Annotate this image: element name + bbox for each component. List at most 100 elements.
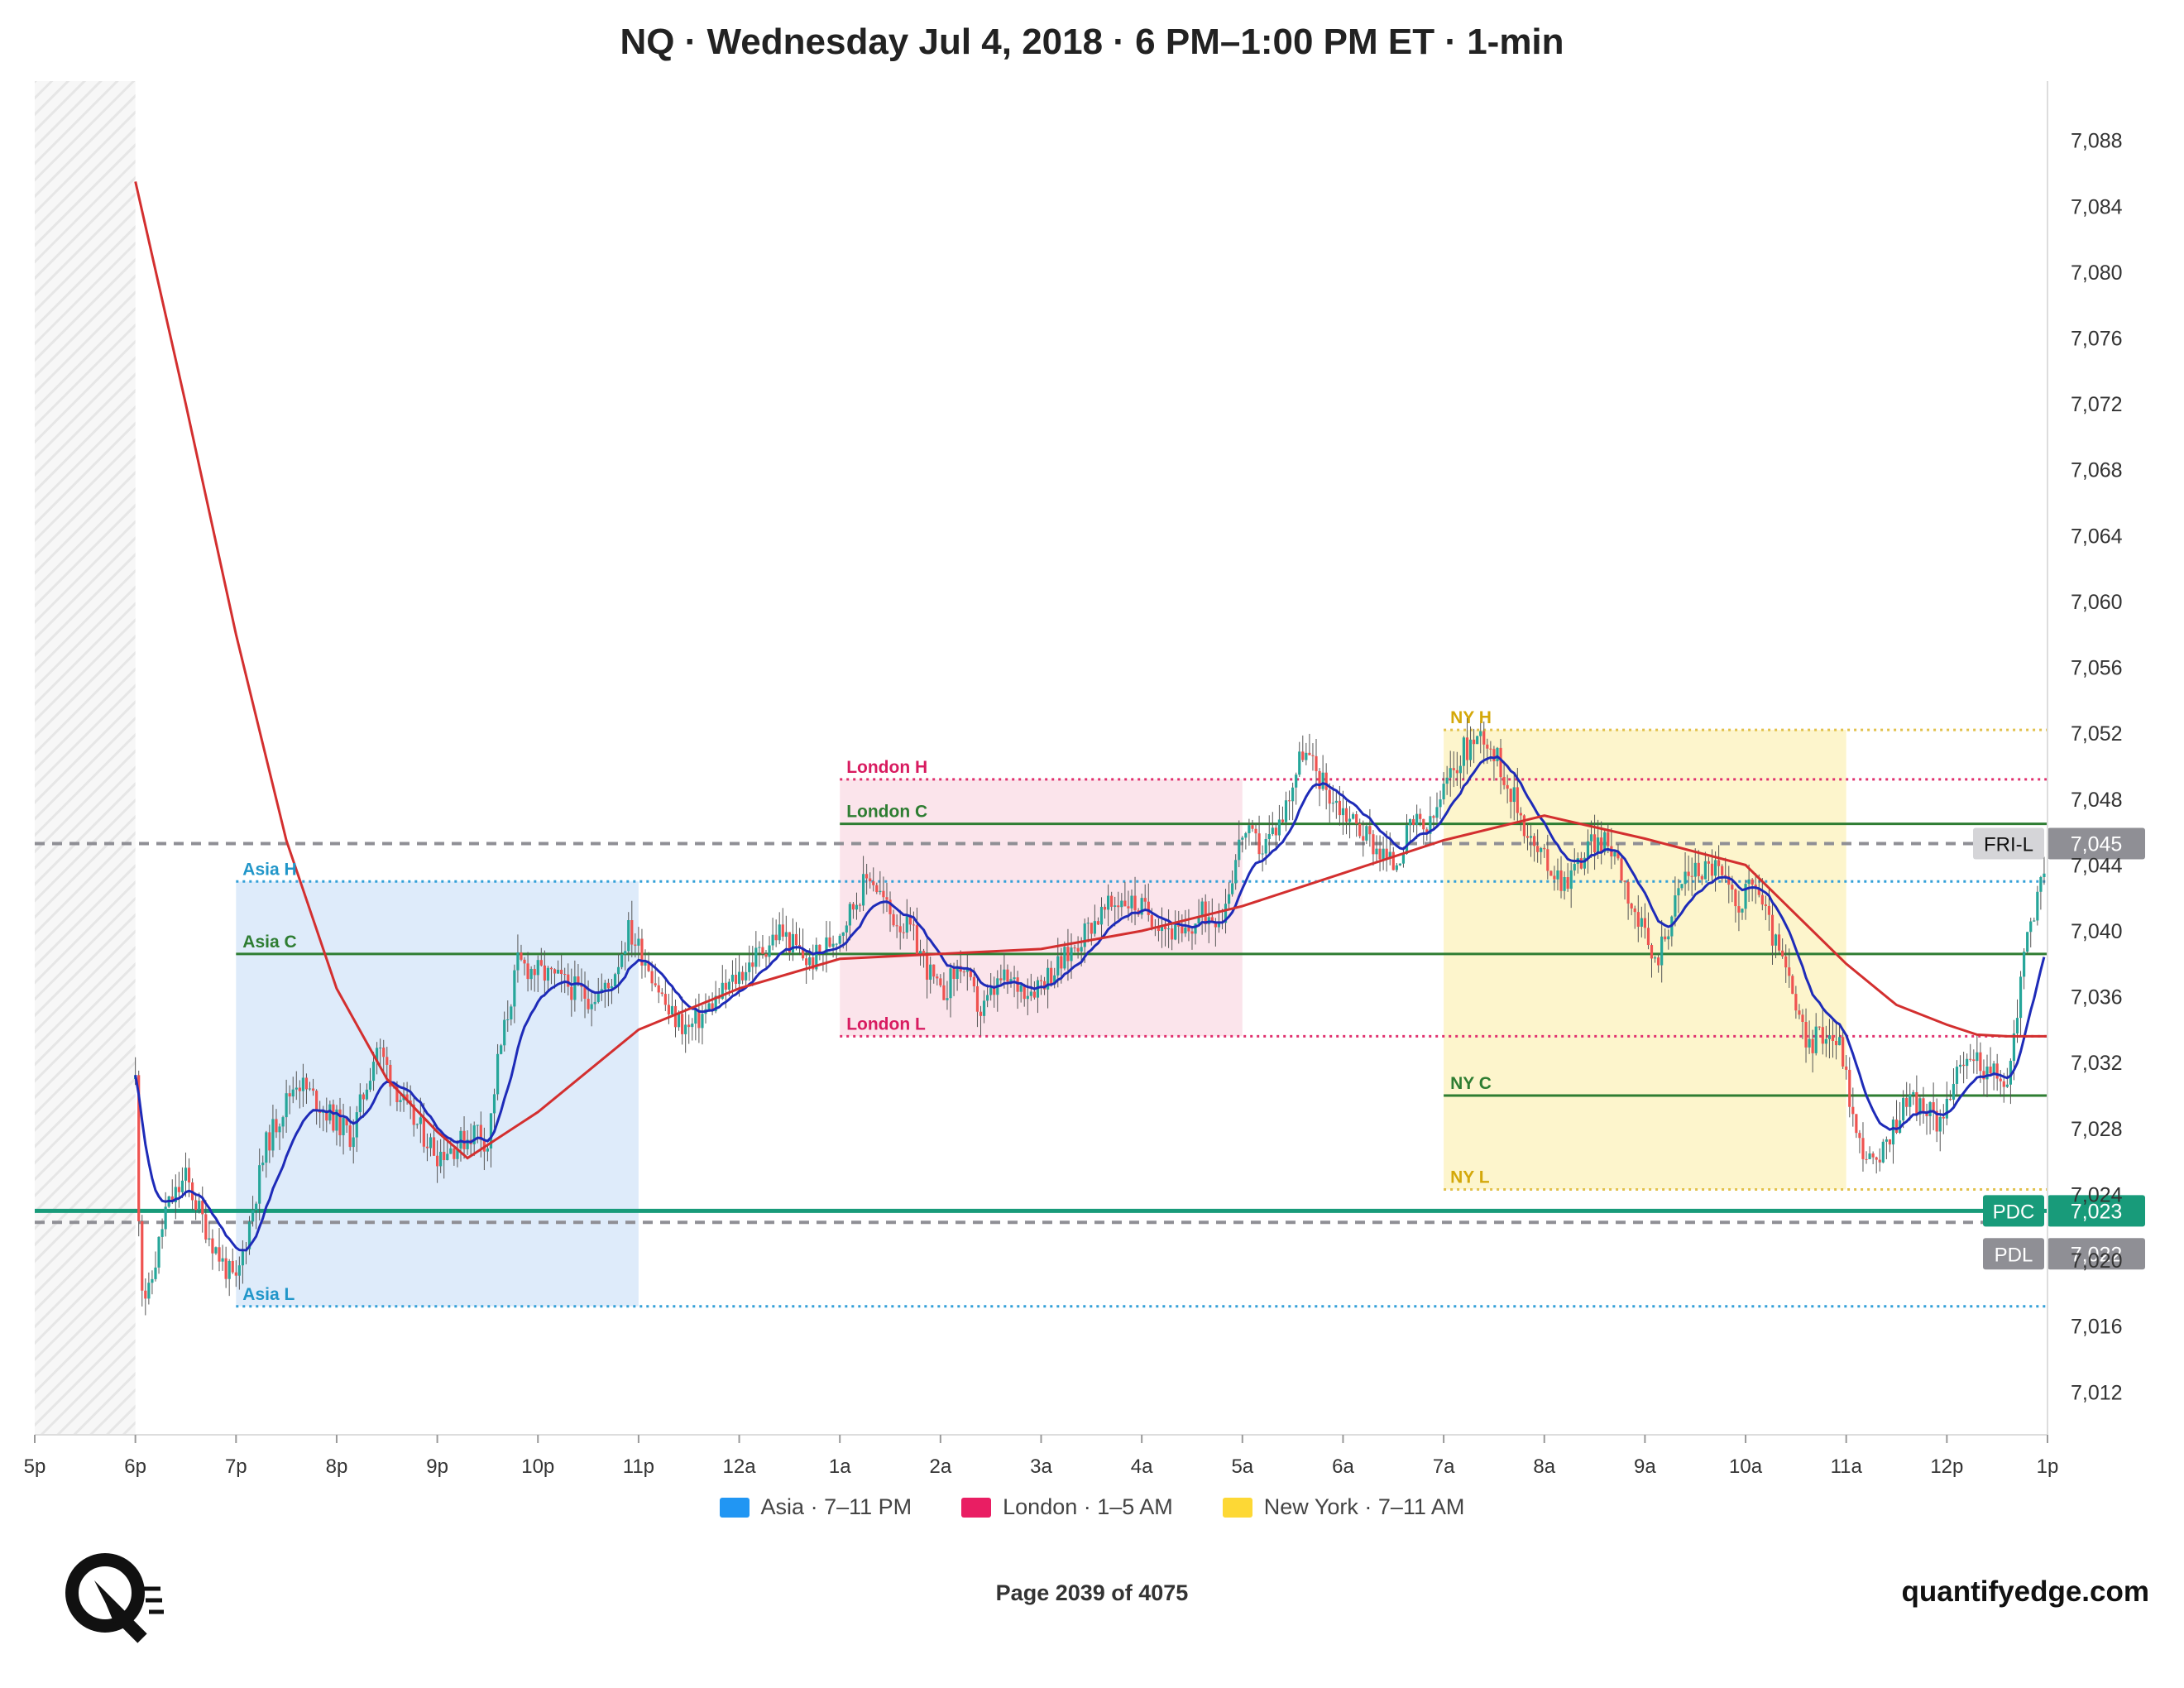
- candle-body: [1486, 744, 1489, 749]
- x-tick-label: 5p: [24, 1455, 46, 1478]
- price-tag-value-pdl: 7,022: [2071, 1243, 2123, 1266]
- candle-body: [2039, 876, 2043, 892]
- candle-body: [1197, 916, 1200, 924]
- candle-body: [1324, 772, 1328, 790]
- candle-body: [177, 1187, 180, 1192]
- candle-body: [1559, 870, 1563, 891]
- candle-body: [761, 947, 764, 954]
- candle-body: [684, 1024, 687, 1034]
- candle-body: [2019, 976, 2023, 1019]
- candle-body: [1546, 849, 1549, 871]
- candle-body: [697, 1009, 701, 1029]
- candle-body: [271, 1119, 275, 1151]
- candle-body: [141, 1220, 144, 1291]
- candle-body: [681, 1014, 684, 1034]
- y-tick-label: 7,088: [2071, 130, 2123, 153]
- candle-body: [730, 975, 735, 982]
- candle-body: [1935, 1110, 1938, 1132]
- y-tick-label: 7,076: [2071, 327, 2123, 350]
- candle-body: [228, 1260, 231, 1279]
- x-tick-label: 10p: [521, 1455, 554, 1478]
- candle-body: [1419, 813, 1422, 819]
- y-tick-label: 7,044: [2071, 854, 2123, 877]
- y-tick-label: 7,052: [2071, 722, 2123, 746]
- candle-body: [965, 968, 969, 972]
- candle-body: [419, 1117, 422, 1125]
- candle-body: [1592, 834, 1597, 853]
- candle-body: [1827, 1035, 1832, 1039]
- candle-body: [539, 960, 543, 966]
- candle-body: [1187, 928, 1190, 932]
- candle-body: [453, 1148, 456, 1159]
- candle-body: [1439, 799, 1442, 808]
- candle-body: [1597, 837, 1600, 853]
- candle-body: [835, 943, 838, 945]
- candle-body: [1999, 1078, 2002, 1081]
- candle-body: [724, 982, 727, 990]
- candle-body: [1224, 904, 1228, 923]
- candle-body: [587, 998, 590, 1009]
- candle-body: [198, 1201, 201, 1211]
- candle-body: [1056, 956, 1060, 976]
- candle-body: [251, 1210, 255, 1222]
- candle-body: [845, 925, 848, 933]
- candle-body: [1318, 770, 1321, 789]
- candle-body: [184, 1168, 188, 1181]
- candle-body: [1458, 765, 1462, 774]
- candle-body: [386, 1057, 389, 1065]
- candle-body: [513, 970, 516, 1007]
- candle-body: [170, 1196, 174, 1203]
- candle-body: [1090, 923, 1093, 934]
- candle-body: [275, 1119, 278, 1133]
- price-tag-label-bg-pdl: [1983, 1238, 2044, 1270]
- candle-body: [563, 974, 567, 976]
- candle-body: [1127, 906, 1130, 909]
- candle-body: [711, 1003, 714, 1012]
- candle-body: [882, 890, 885, 898]
- candle-body: [546, 967, 550, 981]
- candle-body: [616, 966, 620, 975]
- candle-body: [828, 937, 831, 947]
- candle-body: [2029, 921, 2033, 933]
- candle-body: [1845, 1066, 1848, 1070]
- candle-body: [231, 1260, 234, 1273]
- candle-body: [637, 938, 640, 946]
- x-tick-label: 1p: [2037, 1455, 2059, 1478]
- candle-body: [1476, 736, 1479, 745]
- candle-body: [721, 982, 724, 1000]
- candle-body: [1818, 1026, 1821, 1028]
- candle-body: [1918, 1098, 1922, 1115]
- y-tick-label: 7,060: [2071, 591, 2123, 614]
- candle-body: [1707, 861, 1711, 864]
- y-tick-label: 7,016: [2071, 1316, 2123, 1339]
- candle-body: [1966, 1058, 1969, 1067]
- candle-body: [1442, 784, 1445, 800]
- legend-item-newyork: New York · 7–11 AM: [1222, 1494, 1464, 1520]
- candle-body: [1287, 800, 1291, 802]
- session-close-label-asia: Asia C: [242, 933, 296, 952]
- candle-body: [737, 971, 741, 985]
- candle-body: [265, 1132, 268, 1163]
- candle-body: [1157, 927, 1161, 932]
- candle-body: [660, 992, 663, 995]
- candle-body: [1902, 1097, 1905, 1121]
- candle-body: [654, 983, 657, 985]
- candle-body: [1415, 813, 1419, 826]
- candle-body: [1117, 905, 1120, 908]
- candle-body: [1019, 985, 1023, 992]
- candle-body: [1794, 994, 1798, 1011]
- candle-body: [389, 1064, 392, 1087]
- candle-body: [301, 1077, 304, 1091]
- candle-body: [1757, 888, 1760, 895]
- candle-body: [1408, 818, 1412, 826]
- legend-swatch-london: [961, 1497, 992, 1518]
- x-tick-label: 5a: [1231, 1455, 1253, 1478]
- candle-body: [1053, 975, 1056, 985]
- candle-body: [583, 986, 587, 999]
- candle-body: [2033, 920, 2036, 922]
- candle-body: [365, 1089, 369, 1100]
- candle-body: [1328, 789, 1331, 804]
- candle-body: [1261, 853, 1264, 855]
- candle-body: [486, 1148, 490, 1152]
- y-tick-label: 7,080: [2071, 261, 2123, 285]
